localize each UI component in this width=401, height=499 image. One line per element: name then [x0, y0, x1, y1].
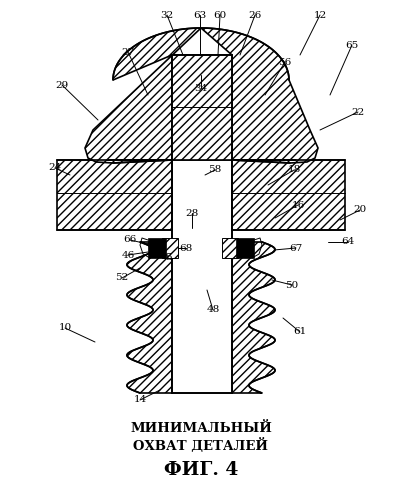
Bar — [172, 55, 231, 160]
Text: ОХВАТ ДЕТАЛЕЙ: ОХВАТ ДЕТАЛЕЙ — [133, 438, 268, 453]
Text: 48: 48 — [206, 305, 219, 314]
Text: 10: 10 — [58, 323, 71, 332]
Text: 28: 28 — [185, 209, 198, 218]
Text: 67: 67 — [289, 244, 302, 252]
Text: МИНИМАЛЬНЫЙ: МИНИМАЛЬНЫЙ — [130, 422, 271, 435]
Text: 65: 65 — [344, 40, 358, 49]
Text: 64: 64 — [340, 238, 354, 247]
Text: 29: 29 — [55, 80, 69, 89]
Text: 24: 24 — [48, 164, 61, 173]
Bar — [172, 242, 231, 403]
Text: 14: 14 — [133, 396, 146, 405]
Polygon shape — [231, 242, 274, 393]
Text: 26: 26 — [248, 10, 261, 19]
Polygon shape — [57, 160, 172, 230]
Text: 50: 50 — [285, 280, 298, 289]
Text: 18: 18 — [287, 166, 300, 175]
Polygon shape — [231, 160, 344, 230]
Text: 68: 68 — [179, 244, 192, 252]
Bar — [235, 238, 253, 258]
Text: 46: 46 — [121, 250, 134, 259]
Polygon shape — [127, 242, 172, 393]
Text: 52: 52 — [115, 273, 128, 282]
Polygon shape — [200, 28, 317, 163]
Text: ФИГ. 4: ФИГ. 4 — [163, 461, 238, 479]
Text: 16: 16 — [291, 201, 304, 210]
Text: 12: 12 — [313, 10, 326, 19]
Text: 20: 20 — [352, 206, 366, 215]
Text: 56: 56 — [277, 57, 291, 66]
Text: 58: 58 — [208, 166, 221, 175]
Bar — [172, 55, 231, 160]
Text: 61: 61 — [293, 327, 306, 336]
Bar — [148, 238, 166, 258]
Text: 22: 22 — [350, 107, 364, 116]
Polygon shape — [162, 238, 178, 258]
Text: 34: 34 — [194, 83, 207, 92]
Bar — [172, 160, 231, 393]
Text: 63: 63 — [193, 10, 206, 19]
Text: 5: 5 — [164, 253, 171, 262]
Polygon shape — [85, 28, 200, 163]
Text: 66: 66 — [123, 236, 136, 245]
Text: 32: 32 — [160, 10, 173, 19]
Text: 27: 27 — [121, 47, 134, 56]
Text: 60: 60 — [213, 10, 226, 19]
Polygon shape — [221, 238, 237, 258]
